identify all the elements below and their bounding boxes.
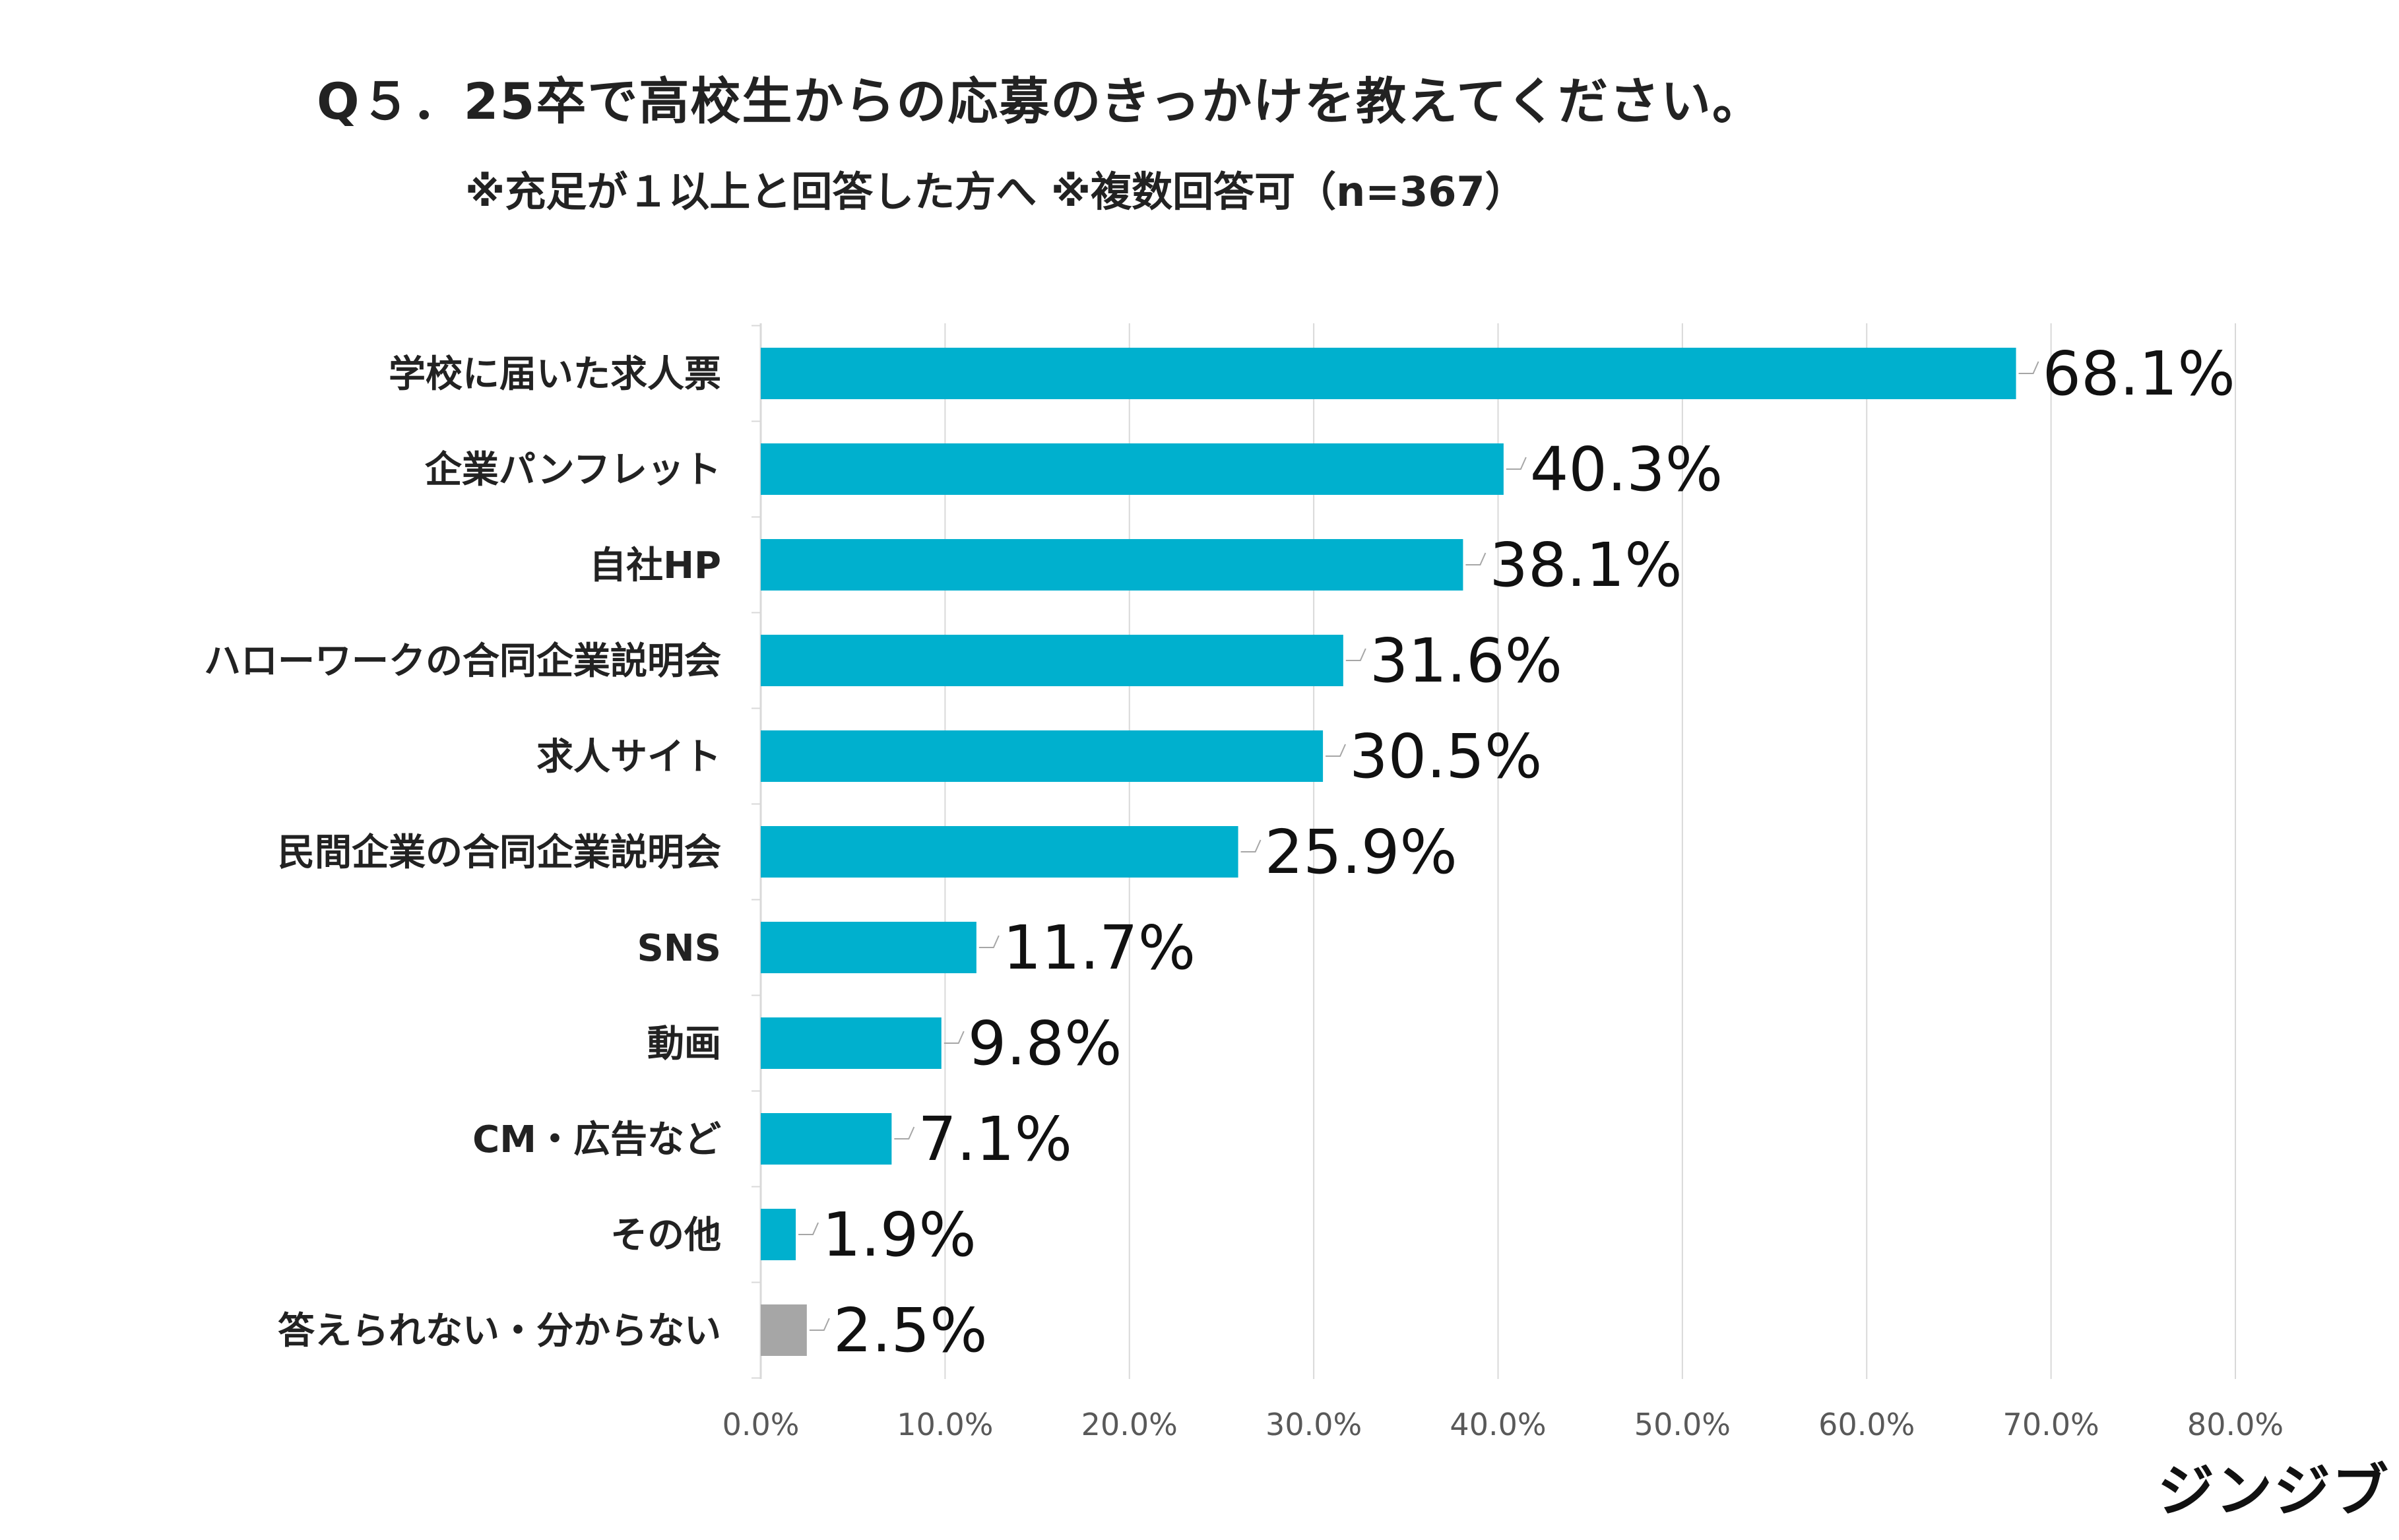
data-label: 11.7% [1003, 913, 1196, 983]
bar [761, 922, 976, 973]
value-labels: 68.1% 40.3% 38.1% 31.6% 30.5% 25.9% 11.7% 9.8% 7… [798, 338, 2235, 1366]
bar [761, 1209, 796, 1260]
chart-subtitle: ※充足が１以上と回答した方へ ※複数回答可（n=367） [465, 168, 1526, 216]
category-label: 民間企業の合同企業説明会 [278, 831, 721, 874]
data-label: 30.5% [1349, 721, 1542, 792]
data-label: 31.6% [1370, 626, 1562, 696]
brand-logo: ジンジブ [2158, 1458, 2390, 1524]
data-label: 9.8% [968, 1008, 1122, 1079]
bar [761, 348, 2016, 399]
grid-lines [752, 323, 2236, 1379]
x-tick-label: 70.0% [2003, 1407, 2099, 1442]
data-label: 40.3% [1530, 434, 1723, 505]
x-tick-label: 20.0% [1081, 1407, 1178, 1442]
data-label: 7.1% [918, 1104, 1072, 1174]
leader-line [1506, 457, 1527, 470]
bar [761, 443, 1504, 495]
leader-line [944, 1031, 965, 1044]
x-axis-tick-labels: 0.0% 10.0% 20.0% 30.0% 40.0% 50.0% 60.0% 70.0% 8… [722, 1407, 2284, 1442]
leader-line [1345, 648, 1366, 661]
leader-line [978, 935, 1000, 948]
x-tick-label: 40.0% [1450, 1407, 1546, 1442]
bar [761, 730, 1324, 782]
category-label: 自社HP [589, 544, 721, 587]
leader-line [1240, 839, 1262, 852]
data-label: 1.9% [822, 1200, 976, 1270]
x-tick-label: 30.0% [1265, 1407, 1362, 1442]
x-tick-label: 80.0% [2187, 1407, 2284, 1442]
x-tick-label: 0.0% [722, 1407, 800, 1442]
leader-line [2018, 361, 2039, 374]
x-tick-label: 10.0% [897, 1407, 993, 1442]
data-label: 25.9% [1265, 817, 1457, 887]
leader-line [1326, 744, 1347, 757]
data-label: 2.5% [833, 1295, 988, 1366]
category-label: ハローワークの合同企業説明会 [204, 640, 721, 683]
bar [761, 1304, 807, 1356]
leader-line [798, 1222, 819, 1235]
bar [761, 635, 1343, 686]
category-label: CM・広告など [472, 1118, 721, 1161]
category-label: SNS [637, 927, 721, 970]
bar [761, 539, 1463, 591]
category-label: 答えられない・分からない [278, 1310, 721, 1353]
bar [761, 826, 1238, 878]
bars [761, 348, 2016, 1356]
leader-line [809, 1318, 830, 1331]
bar [761, 1113, 892, 1165]
leader-line [1465, 552, 1487, 565]
leader-line [894, 1126, 915, 1139]
x-tick-label: 60.0% [1818, 1407, 1915, 1442]
category-label: 求人サイト [536, 736, 721, 779]
bar [761, 1017, 942, 1069]
category-label: その他 [610, 1214, 721, 1257]
chart-title: Q５．25卒で高校生からの応募のきっかけを教えてください。 [317, 72, 1764, 131]
category-label: 学校に届いた求人票 [389, 353, 721, 396]
data-label: 38.1% [1489, 530, 1682, 600]
x-tick-label: 50.0% [1634, 1407, 1731, 1442]
category-label: 動画 [647, 1023, 721, 1066]
data-label: 68.1% [2043, 338, 2235, 409]
category-label: 企業パンフレット [425, 449, 721, 492]
